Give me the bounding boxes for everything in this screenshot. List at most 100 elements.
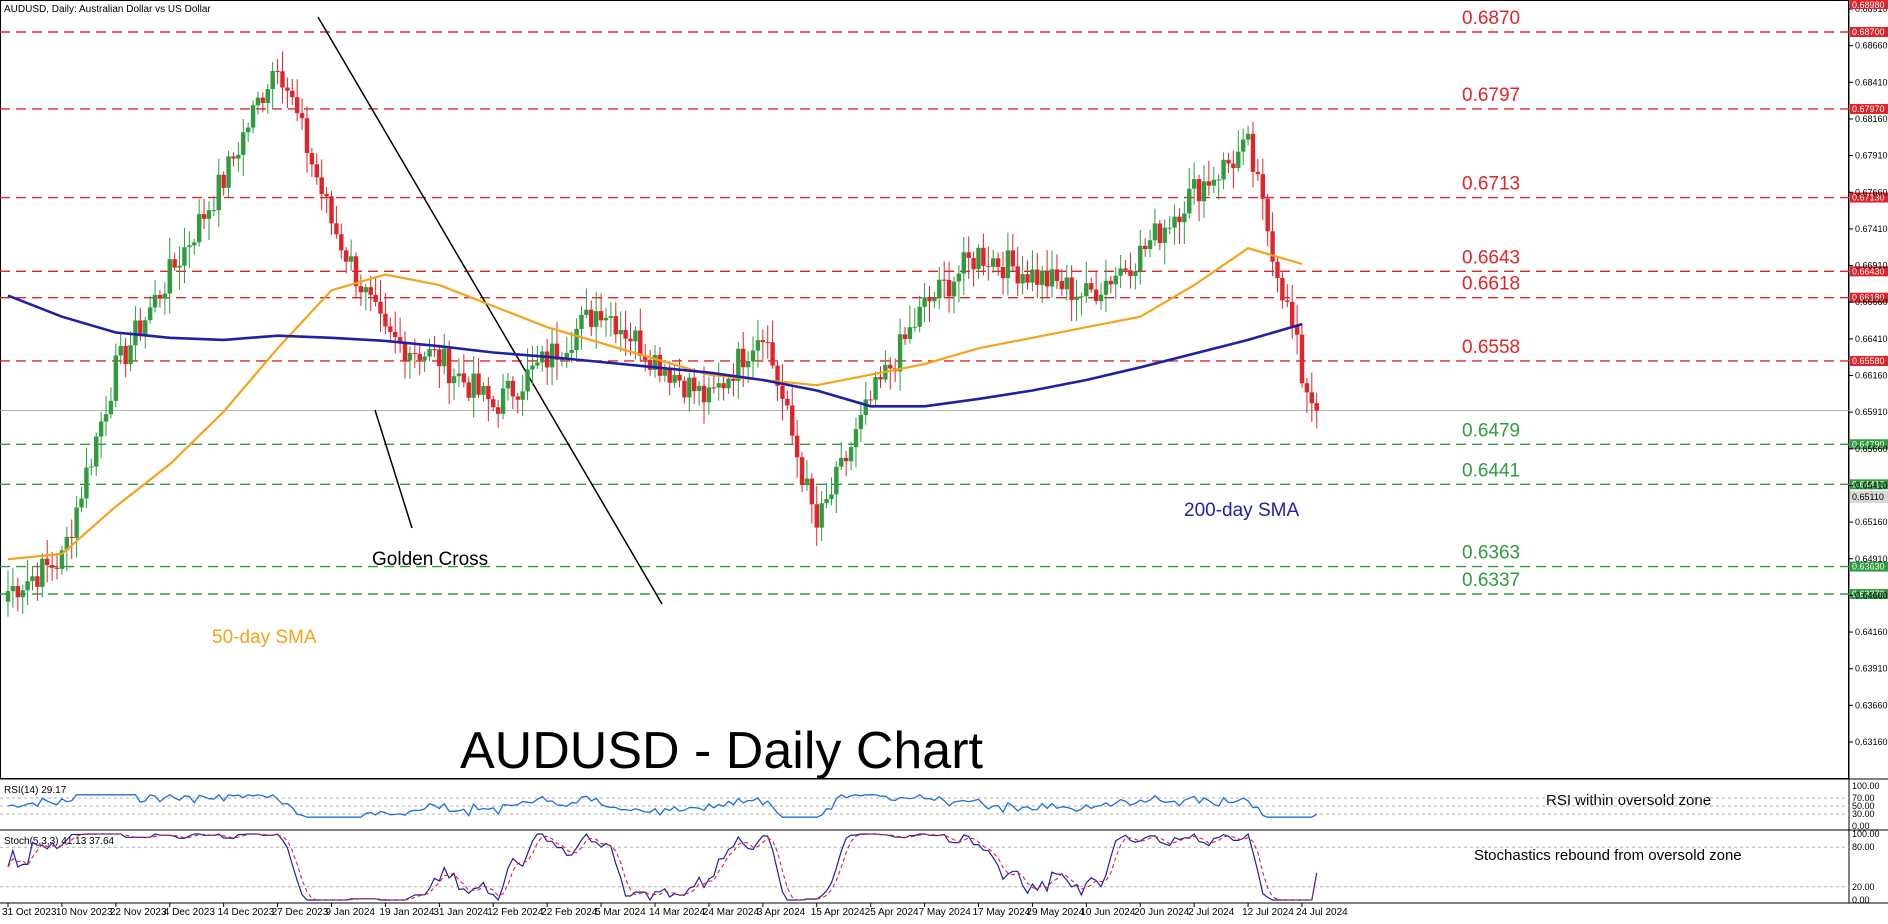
candle-body: [481, 385, 486, 395]
candle-body: [549, 343, 555, 368]
candle-body: [1167, 227, 1172, 229]
candle-body: [834, 466, 839, 495]
time-tick-label: 3 Apr 2024: [757, 907, 806, 918]
candle-body: [54, 567, 60, 569]
candle-body: [397, 337, 403, 342]
candle-body: [49, 565, 55, 568]
candle-body: [407, 352, 413, 361]
level-label: 0.6643: [1462, 247, 1520, 268]
candle-body: [182, 247, 187, 266]
price-axis-area: [1849, 0, 1888, 919]
candle-body: [123, 345, 128, 365]
candle-body: [736, 348, 741, 381]
candle-body: [471, 373, 476, 398]
candle-body: [412, 352, 418, 354]
top-clip-tag: [1850, 0, 1888, 9]
candle-body: [1089, 283, 1094, 290]
candle-body: [1084, 283, 1089, 297]
time-tick-label: 7 May 2024: [919, 907, 972, 918]
price-tick-label: 0.63910: [1855, 664, 1888, 674]
candle-body: [775, 365, 780, 386]
candle-body: [383, 313, 388, 327]
candle-body: [829, 494, 834, 499]
candle-body: [20, 590, 25, 598]
level-price-tag: [1850, 355, 1888, 366]
candle-body: [579, 314, 584, 329]
candle-body: [59, 550, 65, 569]
candle-body: [1040, 270, 1045, 285]
candle-body: [442, 348, 447, 367]
candle-body: [937, 279, 942, 299]
candle-body: [1074, 296, 1079, 301]
candle-body: [780, 385, 785, 399]
time-tick-label: 17 May 2024: [973, 907, 1031, 918]
candle-body: [701, 385, 707, 403]
candle-body: [814, 504, 819, 528]
candle-body: [1294, 326, 1300, 335]
candle-body: [873, 376, 878, 400]
stoch-signal-line: [7, 833, 1318, 901]
candle-body: [1020, 274, 1025, 284]
candle-body: [1182, 213, 1187, 223]
candle-body: [584, 309, 589, 315]
candle-body: [368, 287, 373, 295]
main-title: AUDUSD - Daily Chart: [460, 722, 984, 780]
level-price-tag: [1850, 561, 1888, 572]
moving-averages: [7, 246, 1303, 561]
candle-body: [1314, 403, 1319, 411]
candle-body: [799, 457, 805, 485]
rsi-tick-label: 100.00: [1852, 781, 1880, 791]
top-clip-label: 0.68980: [1852, 0, 1885, 10]
candle-body: [598, 311, 604, 321]
candle-body: [1123, 268, 1128, 271]
candle-body: [79, 498, 84, 508]
candle-body: [45, 558, 50, 566]
candle-body: [785, 398, 790, 406]
price-tick-label: 0.67660: [1855, 187, 1888, 197]
level-price-tag: [1850, 589, 1888, 599]
candle-body: [1054, 269, 1060, 281]
candle-body: [1118, 268, 1123, 276]
candle-body: [794, 435, 800, 458]
candle-body: [201, 214, 207, 219]
candle-body: [432, 349, 437, 351]
candle-body: [64, 536, 70, 551]
candle-body: [187, 245, 192, 248]
candle-body: [647, 359, 653, 370]
candle-body: [1304, 383, 1310, 393]
time-tick-label: 12 Feb 2024: [487, 907, 544, 918]
candle-body: [353, 256, 359, 287]
time-tick-label: 14 Mar 2024: [649, 907, 706, 918]
price-tick-label: 0.67910: [1855, 151, 1888, 161]
price-tick-label: 0.64660: [1855, 590, 1888, 600]
level-price-tag: [1850, 439, 1888, 450]
candle-body: [378, 301, 383, 314]
candle-body: [113, 355, 119, 401]
candle-body: [275, 70, 280, 72]
rsi-tick-label: 50.00: [1852, 801, 1875, 811]
candle-body: [726, 378, 731, 389]
candle-body: [1049, 269, 1055, 287]
candle-body: [226, 156, 231, 188]
candle-body: [314, 164, 319, 178]
time-tick-label: 25 Apr 2024: [865, 907, 919, 918]
candle-body: [1098, 294, 1104, 302]
candle-body: [530, 365, 535, 370]
candle-body: [682, 380, 687, 398]
candle-body: [991, 258, 996, 267]
candle-body: [1108, 280, 1114, 285]
level-label: 0.6713: [1462, 174, 1520, 195]
time-tick-label: 12 Jul 2024: [1242, 907, 1294, 918]
candle-body: [662, 369, 668, 376]
candle-body: [393, 331, 398, 338]
level-price-tag-label: 0.68700: [1852, 27, 1885, 37]
candle-body: [589, 309, 594, 327]
candle-body: [451, 376, 457, 384]
candle-body: [1216, 179, 1221, 181]
time-tick-label: 19 Jan 2024: [379, 907, 434, 918]
candle-body: [1285, 300, 1290, 302]
level-price-tag: [1850, 266, 1888, 277]
candle-body: [961, 252, 966, 274]
sma50-line: [7, 246, 1303, 561]
